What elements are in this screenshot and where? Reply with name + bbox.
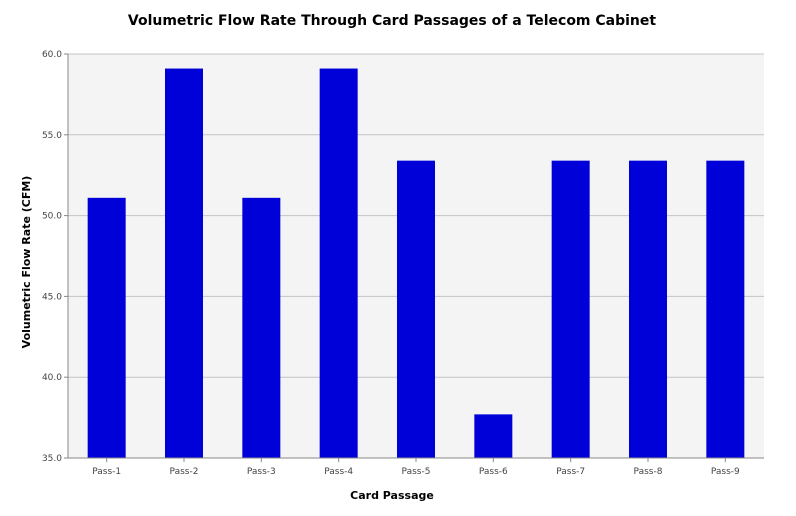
bar-pass-8 [629, 160, 667, 458]
bar-pass-9 [706, 160, 745, 458]
x-tick-label: Pass-6 [479, 467, 508, 477]
y-tick-label: 50.0 [42, 212, 62, 222]
x-tick-label: Pass-9 [711, 467, 740, 477]
y-tick-label: 55.0 [42, 131, 62, 141]
bar-pass-7 [551, 160, 590, 458]
x-axis-title: Card Passage [350, 489, 434, 502]
bar-pass-4 [319, 68, 358, 458]
x-axis-ticks: Pass-1 Pass-2 Pass-3 Pass-4 Pass-5 Pass-6 Pass… [92, 458, 740, 477]
y-tick-label: 40.0 [42, 373, 62, 383]
y-tick-label: 45.0 [42, 292, 62, 302]
y-tick-label: 60.0 [42, 50, 62, 60]
y-axis-ticks: 35.0 40.0 45.0 50.0 55.0 60.0 [42, 50, 68, 464]
bar-pass-3 [242, 197, 281, 458]
x-tick-label: Pass-2 [170, 467, 199, 477]
x-tick-label: Pass-1 [92, 467, 121, 477]
bar-pass-6 [474, 414, 513, 458]
x-tick-label: Pass-3 [247, 467, 276, 477]
x-tick-label: Pass-8 [634, 467, 663, 477]
bar-pass-2 [165, 68, 203, 458]
x-tick-label: Pass-7 [556, 467, 585, 477]
x-tick-label: Pass-4 [324, 467, 353, 477]
bar-pass-1 [87, 197, 126, 458]
bar-pass-5 [397, 160, 435, 458]
x-tick-label: Pass-5 [402, 467, 431, 477]
y-axis-title: Volumetric Flow Rate (CFM) [20, 176, 33, 349]
bars [87, 68, 745, 458]
chart-title: Volumetric Flow Rate Through Card Passag… [128, 13, 657, 29]
y-tick-label: 35.0 [42, 454, 62, 464]
